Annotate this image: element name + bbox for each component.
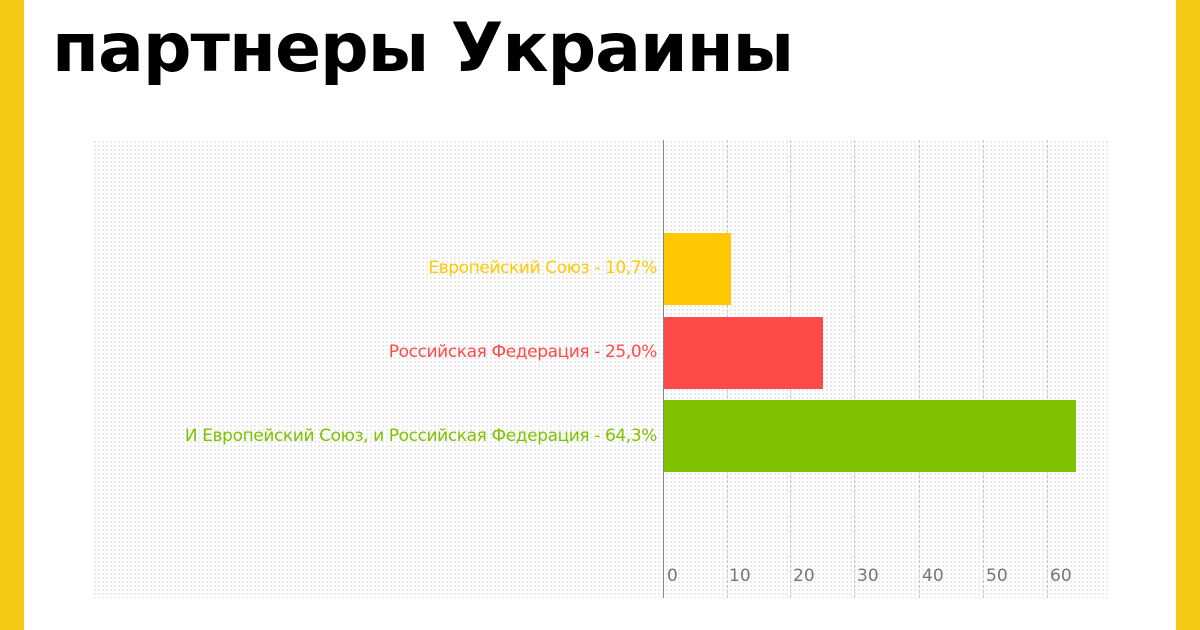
x-tick-30: 30	[857, 566, 879, 586]
x-tick-0: 0	[667, 566, 678, 586]
x-tick-10: 10	[729, 566, 751, 586]
bar-eu	[664, 233, 731, 305]
y-axis-line	[663, 140, 664, 598]
gridline-30	[854, 140, 855, 598]
category-label-eu: Европейский Союз - 10,7%	[428, 258, 657, 278]
category-label-ru: Российская Федерация - 25,0%	[388, 342, 658, 362]
left-frame-bar	[0, 0, 24, 630]
bar-both	[664, 400, 1076, 472]
x-tick-60: 60	[1050, 566, 1072, 586]
page-title: партнеры Украины	[52, 9, 794, 88]
chart-grid-background	[93, 140, 1110, 598]
bar-ru	[664, 317, 823, 389]
x-tick-50: 50	[986, 566, 1008, 586]
gridline-50	[983, 140, 984, 598]
x-tick-40: 40	[922, 566, 944, 586]
x-tick-20: 20	[793, 566, 815, 586]
gridline-60	[1047, 140, 1048, 598]
right-frame-bar	[1176, 0, 1200, 630]
gridline-40	[919, 140, 920, 598]
category-label-both: И Европейский Союз, и Российская Федерац…	[184, 426, 658, 446]
